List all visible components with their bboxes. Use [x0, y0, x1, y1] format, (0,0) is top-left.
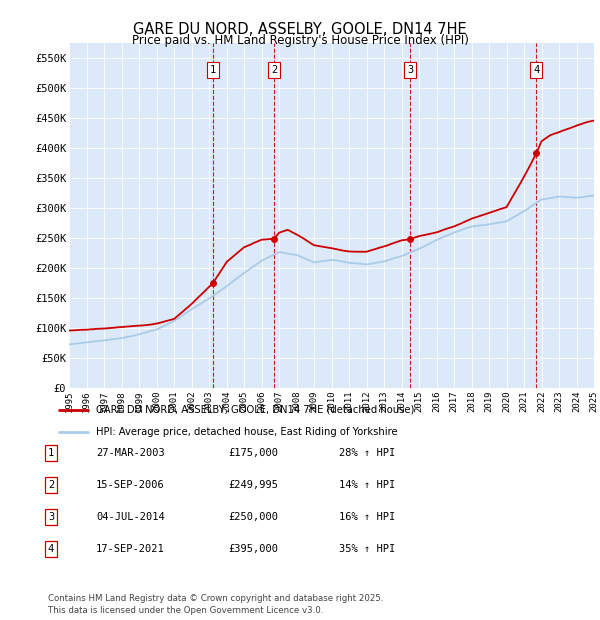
Text: 04-JUL-2014: 04-JUL-2014	[96, 512, 165, 522]
Text: 1: 1	[48, 448, 54, 458]
Text: 14% ↑ HPI: 14% ↑ HPI	[339, 480, 395, 490]
Text: GARE DU NORD, ASSELBY, GOOLE, DN14 7HE: GARE DU NORD, ASSELBY, GOOLE, DN14 7HE	[133, 22, 467, 37]
Text: 3: 3	[407, 65, 413, 75]
Text: Price paid vs. HM Land Registry's House Price Index (HPI): Price paid vs. HM Land Registry's House …	[131, 34, 469, 47]
Text: £175,000: £175,000	[228, 448, 278, 458]
Text: 2: 2	[271, 65, 277, 75]
Text: 2: 2	[48, 480, 54, 490]
Text: 16% ↑ HPI: 16% ↑ HPI	[339, 512, 395, 522]
Text: 35% ↑ HPI: 35% ↑ HPI	[339, 544, 395, 554]
Text: 3: 3	[48, 512, 54, 522]
Text: £395,000: £395,000	[228, 544, 278, 554]
Text: 27-MAR-2003: 27-MAR-2003	[96, 448, 165, 458]
Text: 17-SEP-2021: 17-SEP-2021	[96, 544, 165, 554]
Text: GARE DU NORD, ASSELBY, GOOLE, DN14 7HE (detached house): GARE DU NORD, ASSELBY, GOOLE, DN14 7HE (…	[95, 405, 414, 415]
Text: HPI: Average price, detached house, East Riding of Yorkshire: HPI: Average price, detached house, East…	[95, 427, 397, 437]
Text: 4: 4	[533, 65, 539, 75]
Text: Contains HM Land Registry data © Crown copyright and database right 2025.
This d: Contains HM Land Registry data © Crown c…	[48, 594, 383, 615]
Text: 1: 1	[210, 65, 216, 75]
Text: 4: 4	[48, 544, 54, 554]
Text: 15-SEP-2006: 15-SEP-2006	[96, 480, 165, 490]
Text: 28% ↑ HPI: 28% ↑ HPI	[339, 448, 395, 458]
Text: £250,000: £250,000	[228, 512, 278, 522]
Text: £249,995: £249,995	[228, 480, 278, 490]
